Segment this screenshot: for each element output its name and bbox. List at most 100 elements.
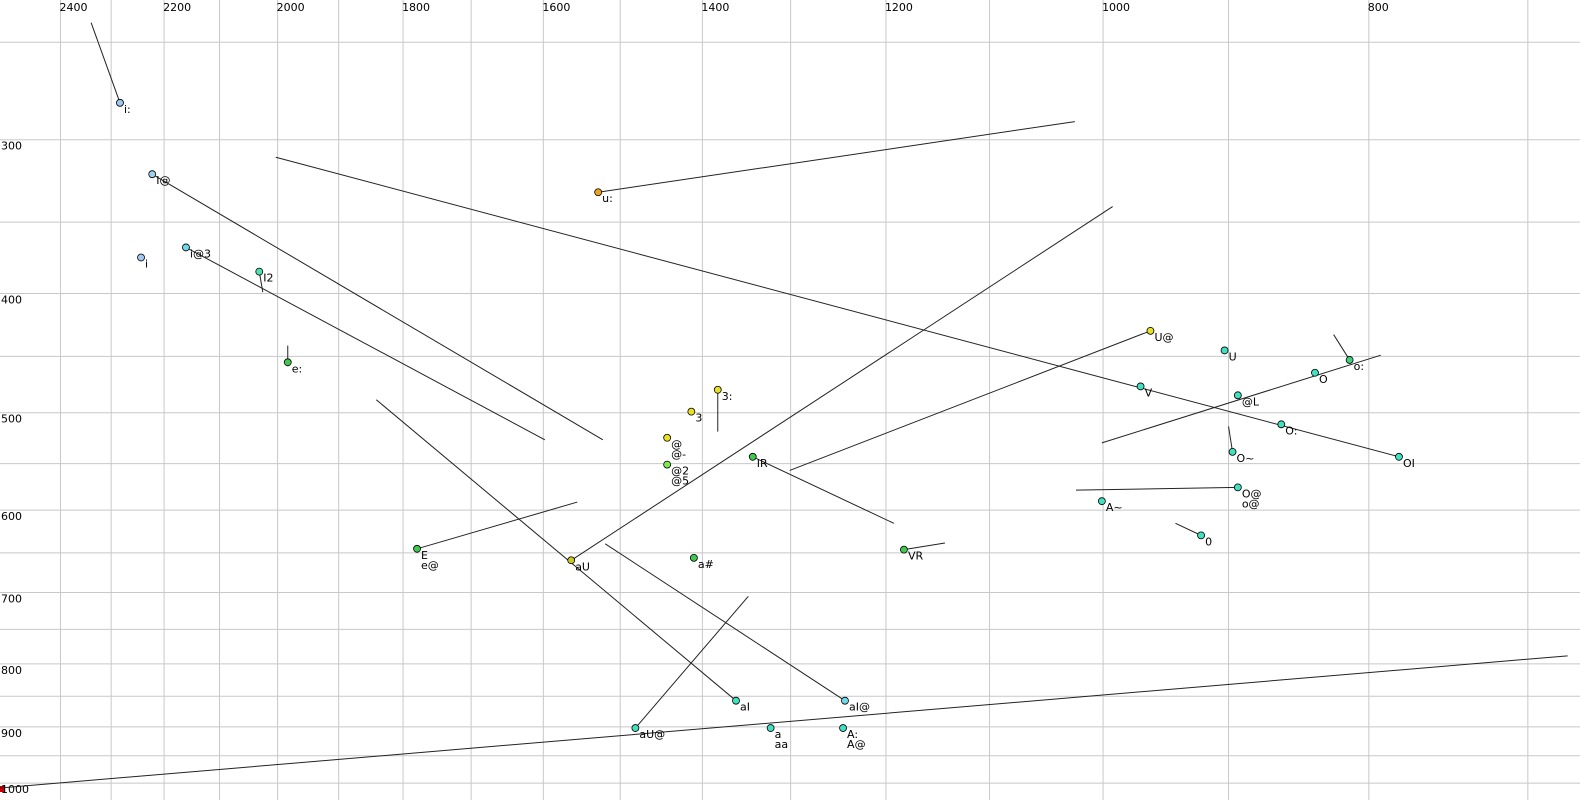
vowel-point	[148, 170, 157, 179]
vowel-label: aU	[575, 560, 590, 573]
vowel-point	[732, 696, 740, 705]
vowel-point	[1146, 326, 1155, 335]
trajectory	[90, 22, 121, 103]
vowel-label: A~	[1106, 501, 1123, 514]
vowel-label: I2	[263, 272, 273, 285]
vowel-point	[631, 724, 640, 732]
y-tick-label: 900	[1, 727, 22, 740]
y-tick-label: 300	[1, 140, 22, 153]
vowel-label: V	[1145, 386, 1153, 399]
vowel-point	[839, 724, 847, 732]
x-tick-label: 800	[1368, 1, 1389, 14]
vowel-label: 3:	[722, 390, 733, 403]
vowel-label: IR	[757, 457, 768, 470]
vowel-label: i@3	[190, 247, 211, 260]
trajectory	[752, 456, 895, 524]
vowel-point	[1311, 368, 1319, 377]
vowel-point	[687, 407, 696, 416]
vowel-point	[1197, 531, 1205, 540]
vowel-label: i	[145, 258, 148, 271]
vowel-label: aa	[775, 738, 788, 751]
trajectory	[275, 156, 1400, 458]
trajectory	[903, 542, 946, 551]
vowel-label: aI@	[849, 701, 870, 714]
vowel-point	[567, 556, 576, 565]
vowel-label: @5	[671, 475, 689, 488]
trajectory	[604, 543, 846, 702]
vowel-point	[1233, 391, 1242, 400]
vowel-label: u:	[602, 192, 613, 205]
vowel-label: VR	[908, 550, 924, 563]
x-tick-label: 2200	[163, 1, 191, 14]
x-tick-label: 1400	[701, 1, 729, 14]
vowel-point	[1233, 483, 1242, 492]
vowel-label: A@	[847, 738, 866, 751]
vowel-label: E	[421, 549, 428, 562]
vowel-point	[1395, 452, 1403, 461]
vowel-point	[841, 696, 849, 705]
vowel-label: U@	[1154, 331, 1173, 344]
vowel-label: O@	[1242, 487, 1262, 500]
y-tick-label: 400	[1, 293, 22, 306]
vowel-label: @2	[671, 465, 689, 478]
vowel-label: o@	[1242, 497, 1260, 510]
vowel-point	[255, 267, 264, 276]
vowel-point	[283, 358, 292, 367]
x-tick-label: 1200	[885, 1, 913, 14]
vowel-point	[748, 452, 757, 461]
vowel-point	[413, 544, 421, 553]
trajectory	[1075, 486, 1238, 491]
vowel-label: A:	[847, 728, 858, 741]
trajectory	[151, 173, 604, 441]
x-tick-label: 1000	[1102, 1, 1130, 14]
vowel-label: 0	[1205, 535, 1212, 548]
vowel-label: U	[1229, 350, 1237, 363]
vowel-label: a#	[698, 558, 714, 571]
vowel-point	[116, 98, 124, 107]
vowel-point	[689, 553, 698, 562]
trajectory	[1333, 334, 1351, 361]
y-tick-label: 1000	[1, 783, 29, 796]
x-tick-label: 1800	[402, 1, 430, 14]
trajectory	[416, 501, 578, 550]
vowel-label: i:	[124, 103, 131, 116]
y-tick-label: 700	[1, 593, 22, 606]
vowel-point	[1220, 346, 1229, 355]
vowel-label: 3	[695, 412, 702, 425]
vowel-label: @L	[1242, 395, 1260, 408]
trajectory	[598, 121, 1075, 193]
vowel-point	[713, 385, 722, 394]
y-tick-label: 800	[1, 664, 22, 677]
vowel-point	[766, 724, 775, 732]
trajectory	[1228, 426, 1234, 452]
trajectory	[0, 655, 1568, 789]
vowel-label: e@	[421, 559, 439, 572]
vowel-label: @	[671, 438, 682, 451]
vowel-label: O	[1319, 373, 1328, 386]
trajectory	[634, 596, 749, 729]
vowel-point	[182, 243, 190, 252]
vowel-point	[900, 545, 908, 554]
vowel-label: I@	[156, 174, 170, 187]
vowel-point	[1097, 497, 1106, 506]
vowel-point	[663, 460, 672, 469]
vowel-label: o:	[1354, 360, 1364, 373]
trajectory	[185, 246, 546, 441]
vowel-point	[663, 433, 672, 442]
vowel-label: @-	[671, 448, 686, 461]
trajectory	[789, 330, 1151, 471]
vowel-point	[1345, 356, 1354, 364]
vowel-point	[594, 188, 603, 197]
trajectory	[1101, 354, 1381, 444]
vowel-label: e:	[292, 362, 302, 375]
x-tick-label: 1600	[542, 1, 570, 14]
y-tick-label: 500	[1, 413, 22, 426]
vowel-point	[1228, 447, 1237, 456]
corner-marker	[0, 786, 5, 792]
vowel-label: O:	[1285, 424, 1297, 437]
vowel-point	[1277, 420, 1286, 429]
x-tick-label: 2400	[59, 1, 87, 14]
